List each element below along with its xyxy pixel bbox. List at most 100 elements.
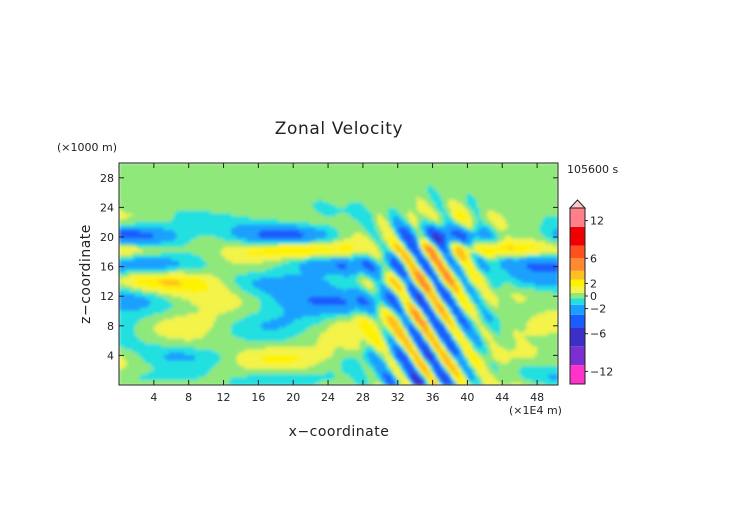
heatmap-cell bbox=[241, 371, 246, 375]
heatmap-cell bbox=[252, 196, 256, 200]
heatmap-cell bbox=[194, 343, 198, 347]
heatmap-cell bbox=[231, 337, 235, 342]
heatmap-cell bbox=[278, 163, 282, 167]
heatmap-cell bbox=[233, 321, 238, 325]
heatmap-cell bbox=[173, 212, 178, 217]
heatmap-cell bbox=[145, 307, 149, 311]
heatmap-cell bbox=[205, 193, 209, 197]
heatmap-cell bbox=[184, 171, 188, 175]
heatmap-cell bbox=[121, 335, 125, 339]
heatmap-cell bbox=[281, 321, 285, 325]
heatmap-cell bbox=[129, 254, 133, 258]
heatmap-cell bbox=[254, 301, 259, 306]
heatmap-cell bbox=[200, 335, 204, 339]
heatmap-cell bbox=[142, 224, 146, 228]
heatmap-cell bbox=[150, 174, 154, 178]
heatmap-cell bbox=[236, 360, 240, 364]
heatmap-cell bbox=[200, 246, 204, 250]
heatmap-cell bbox=[121, 371, 125, 375]
heatmap-cell bbox=[260, 232, 264, 236]
heatmap-cell bbox=[262, 312, 266, 317]
heatmap-cell bbox=[155, 362, 159, 367]
heatmap-cell bbox=[155, 318, 159, 322]
heatmap-cell bbox=[257, 285, 261, 289]
heatmap-cell bbox=[155, 260, 159, 264]
heatmap-cell bbox=[160, 382, 165, 385]
heatmap-cell bbox=[150, 246, 154, 250]
heatmap-cell bbox=[119, 310, 123, 314]
heatmap-cell bbox=[281, 310, 285, 314]
heatmap-cell bbox=[179, 249, 183, 253]
heatmap-cell bbox=[210, 224, 214, 228]
heatmap-cell bbox=[126, 171, 131, 175]
heatmap-cell bbox=[145, 176, 149, 181]
heatmap-cell bbox=[265, 257, 269, 261]
heatmap-cell bbox=[137, 329, 141, 333]
heatmap-cell bbox=[223, 179, 227, 184]
heatmap-cell bbox=[228, 185, 232, 189]
heatmap-cell bbox=[145, 249, 149, 253]
heatmap-cell bbox=[262, 373, 266, 378]
heatmap-cell bbox=[223, 290, 227, 295]
heatmap-cell bbox=[184, 346, 188, 350]
heatmap-cell bbox=[132, 357, 136, 361]
heatmap-cell bbox=[179, 218, 183, 222]
heatmap-cell bbox=[241, 290, 246, 295]
heatmap-cell bbox=[197, 185, 201, 189]
heatmap-cell bbox=[233, 243, 238, 247]
heatmap-cell bbox=[137, 163, 141, 167]
heatmap-cell bbox=[158, 207, 162, 211]
heatmap-cell bbox=[220, 271, 225, 275]
heatmap-cell bbox=[241, 293, 246, 297]
heatmap-cell bbox=[179, 179, 183, 184]
heatmap-cell bbox=[252, 163, 256, 167]
heatmap-cell bbox=[223, 346, 227, 350]
heatmap-cell bbox=[223, 351, 227, 356]
heatmap-cell bbox=[249, 285, 253, 289]
heatmap-cell bbox=[147, 282, 151, 286]
heatmap-cell bbox=[262, 260, 266, 264]
heatmap-cell bbox=[126, 329, 131, 333]
heatmap-cell bbox=[163, 348, 167, 353]
heatmap-cell bbox=[257, 168, 261, 172]
heatmap-cell bbox=[139, 176, 144, 181]
heatmap-cell bbox=[171, 229, 175, 233]
heatmap-cell bbox=[194, 293, 198, 297]
heatmap-cell bbox=[257, 376, 261, 381]
heatmap-cell bbox=[129, 360, 133, 364]
heatmap-cell bbox=[134, 201, 138, 206]
heatmap-cell bbox=[197, 346, 201, 350]
heatmap-cell bbox=[247, 348, 251, 353]
heatmap-cell bbox=[213, 226, 217, 231]
heatmap-cell bbox=[249, 340, 253, 344]
heatmap-cell bbox=[220, 310, 225, 314]
heatmap-cell bbox=[241, 307, 246, 311]
heatmap-cell bbox=[192, 196, 196, 200]
heatmap-cell bbox=[275, 346, 279, 350]
heatmap-cell bbox=[173, 354, 178, 358]
heatmap-cell bbox=[244, 262, 248, 267]
heatmap-cell bbox=[247, 271, 251, 275]
heatmap-cell bbox=[257, 279, 261, 283]
heatmap-cell bbox=[213, 168, 217, 172]
heatmap-cell bbox=[166, 362, 170, 367]
heatmap-cell bbox=[181, 304, 185, 308]
heatmap-cell bbox=[147, 240, 151, 245]
heatmap-cell bbox=[265, 298, 269, 303]
heatmap-cell bbox=[179, 174, 183, 178]
heatmap-cell bbox=[228, 240, 232, 245]
heatmap-cell bbox=[207, 323, 212, 328]
heatmap-cell bbox=[147, 268, 151, 272]
heatmap-cell bbox=[179, 351, 183, 356]
heatmap-cell bbox=[176, 315, 180, 320]
heatmap-cell bbox=[152, 174, 157, 178]
heatmap-cell bbox=[139, 246, 144, 250]
heatmap-cell bbox=[181, 193, 185, 197]
heatmap-cell bbox=[220, 376, 225, 381]
heatmap-cell bbox=[176, 335, 180, 339]
heatmap-cell bbox=[218, 287, 222, 292]
heatmap-cell bbox=[228, 310, 232, 314]
heatmap-cell bbox=[134, 287, 138, 292]
heatmap-cell bbox=[200, 204, 204, 209]
heatmap-cell bbox=[168, 254, 172, 258]
